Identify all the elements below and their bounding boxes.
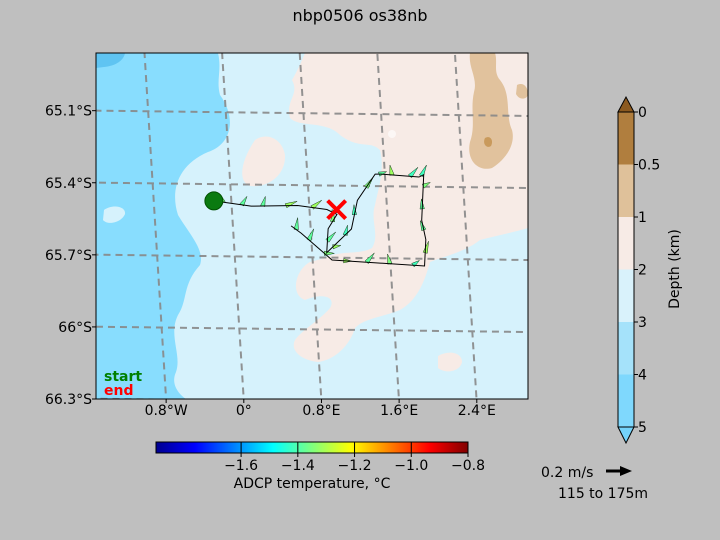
temperature-tick-label: −1.6 [224,458,258,474]
shelf-island [242,136,286,187]
meridian-gridline [143,53,168,399]
temperature-tick-label: −0.8 [451,458,485,474]
depth-tick-label: 0.5 [638,158,660,174]
parallel-gridline [96,109,528,117]
ship-track [213,173,427,267]
latitude-ticks: 65.1°S 65.4°S 65.7°S 66°S 66.3°S [45,104,96,408]
depth-colorbar-label: Depth (km) [667,229,683,309]
meridian-gridline [453,53,478,399]
depth-tick-label: 0 [638,105,647,121]
vector-depth-range-label: 115 to 175m [558,486,648,502]
map-frame [95,52,529,400]
depth-color-band [618,269,634,322]
temperature-colorbar: −1.6 −1.4 −1.2 −1.0 −0.8 ADCP temperature, °… [155,441,485,492]
depth-ticks: 0 0.5 1 2 3 4 5 [634,105,660,436]
parallel-gridline [96,253,528,262]
upper-slope-patch [484,137,493,147]
end-marker-stroke [326,199,348,221]
map-panel [96,53,528,399]
shallow-water-spot [388,130,396,138]
depth-tick-label: 3 [638,315,647,331]
temperature-gradient [155,441,469,454]
start-label: start [104,369,142,385]
depth-tick-label: 4 [638,368,647,384]
depth-color-band [618,112,634,165]
temperature-tick-label: −1.4 [281,458,315,474]
depth-color-band [618,322,634,375]
temperature-ticks: −1.6 −1.4 −1.2 −1.0 −0.8 [224,442,485,474]
depth-colorbar: 0 0.5 1 2 3 4 5 Depth (km) [617,95,683,445]
temperature-colorbar-label: ADCP temperature, °C [234,476,391,492]
end-marker [326,199,348,221]
meridian-gridline [376,53,400,399]
longitude-tick-label: 0.8°E [302,403,340,419]
temperature-tick-label: −1.0 [394,458,428,474]
longitude-ticks: 0.8°W 0° 0.8°E 1.6°E 2.4°E [145,399,496,419]
latitude-tick-label: 66°S [58,320,92,336]
parallel-gridline [96,325,528,334]
vector-key-arrowhead [620,466,632,476]
parallel-gridline [96,181,528,189]
chart-title: nbp0506 os38nb [292,6,427,25]
depth-color-band [618,217,634,270]
longitude-tick-label: 2.4°E [458,403,496,419]
longitude-tick-label: 1.6°E [380,403,418,419]
end-label: end [104,383,133,399]
slope-region [469,53,513,169]
meridian-gridline [298,53,323,399]
vector-speed-label: 0.2 m/s [541,465,593,481]
shelf-island-small [438,352,462,372]
depth-color-band [618,164,634,217]
latitude-tick-label: 65.1°S [45,104,92,120]
colorbar-top-extension [617,95,635,113]
depth-color-bands [618,112,634,427]
shelf-region-north [288,53,528,362]
shelf-island-tiny [309,276,320,285]
depth-tick-label: 1 [638,210,647,226]
meridian-gridline [221,53,245,399]
depth-tick-label: 2 [638,263,647,279]
latitude-tick-label: 65.4°S [45,176,92,192]
longitude-tick-label: 0.8°W [145,403,188,419]
start-marker [204,191,224,211]
deepest-water-patch [96,53,125,68]
vector-key: 0.2 m/s 115 to 175m [541,465,648,502]
deep-water-patch [103,206,126,223]
depth-color-band [618,374,634,427]
latitude-tick-label: 65.7°S [45,248,92,264]
temperature-tick-label: −1.2 [338,458,372,474]
slope-region-east [516,84,528,99]
latitude-tick-label: 66.3°S [45,392,92,408]
deeper-water-region [96,53,230,399]
map-grid [96,53,528,399]
longitude-tick-label: 0° [236,403,252,419]
colorbar-bottom-extension [617,426,635,445]
depth-tick-label: 5 [638,420,647,436]
